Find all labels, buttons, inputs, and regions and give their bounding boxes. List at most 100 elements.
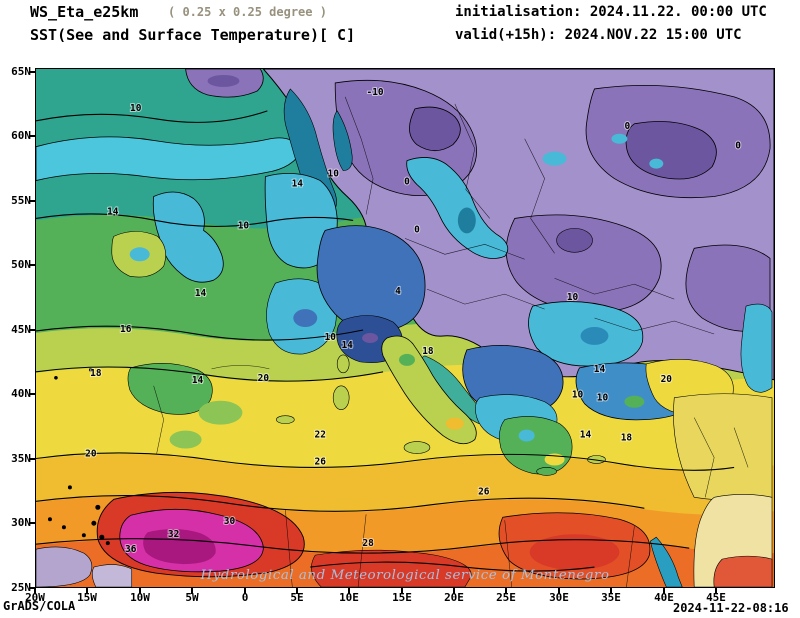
algeria-hot: [311, 549, 472, 587]
contour-label-4: 4: [395, 286, 401, 297]
iceland-cold-core: [207, 74, 240, 87]
contour-label--10: -10: [367, 87, 384, 98]
sicily: [403, 441, 431, 454]
lon-tick-20E: 20E: [444, 591, 464, 604]
arabia-hot-corner: [713, 555, 773, 587]
lon-tick-mark: [244, 588, 246, 594]
lon-tick-40E: 40E: [654, 591, 674, 604]
contour-label-14: 14: [594, 364, 606, 375]
lake-2: [611, 133, 628, 144]
lat-tick-mark: [29, 393, 35, 395]
model-name: WS_Eta_e25km: [30, 3, 139, 21]
lat-tick-45N: 45N: [11, 323, 31, 336]
contour-label-28: 28: [362, 538, 374, 549]
isotherm-16: [36, 325, 364, 341]
lon-tick-10W: 10W: [130, 591, 150, 604]
contour-label-0: 0: [404, 177, 410, 188]
country-borders: [153, 96, 749, 587]
contour-label-14: 14: [292, 179, 304, 190]
isotherm-20: [36, 452, 735, 471]
lat-tick-60N: 60N: [11, 129, 31, 142]
contour-label-18: 18: [90, 368, 102, 379]
contour-labels: 10 -10 0 0 10 14 0 14 10 0 14 4 10 10 14 18 16 18 14 20 14 20…: [84, 86, 742, 556]
map-watermark: Hydrological and Meteorological service …: [200, 568, 610, 583]
morocco-extreme-core: [143, 528, 216, 565]
lat-tick-mark: [29, 71, 35, 73]
apennines-spot: [399, 353, 415, 366]
contour-label-14: 14: [580, 430, 592, 441]
cold-core-1: [625, 121, 717, 180]
contour-label-14: 14: [195, 288, 207, 299]
lat-tick-55N: 55N: [11, 194, 31, 207]
border-line: [626, 526, 635, 587]
lat-tick-30N: 30N: [11, 516, 31, 529]
isotherm-26: [36, 538, 690, 554]
contour-label-30: 30: [224, 516, 236, 527]
contour-label-18: 18: [621, 433, 633, 444]
border-line: [426, 288, 545, 310]
contour-label-20: 20: [661, 374, 673, 385]
seas: [264, 133, 773, 587]
border-line: [357, 514, 367, 587]
cold-core-3: [556, 228, 593, 253]
lon-tick-mark: [453, 588, 455, 594]
alps-core: [362, 332, 379, 343]
contour-label-10: 10: [325, 332, 337, 343]
lon-tick-mark: [401, 588, 403, 594]
generator-label: GrADS/COLA: [3, 599, 76, 613]
border-line: [153, 385, 164, 454]
contour-label-10: 10: [572, 390, 584, 401]
model-resolution: ( 0.25 x 0.25 degree ): [168, 5, 327, 19]
lon-tick-35E: 35E: [601, 591, 621, 604]
contour-label-10: 10: [130, 103, 142, 114]
isotherm-22: [36, 494, 645, 512]
madeira-speck: [67, 485, 72, 490]
lon-tick-mark: [191, 588, 193, 594]
contour-label-10: 10: [597, 393, 609, 404]
initialisation-time: initialisation: 2024.11.22. 00:00 UTC: [455, 4, 767, 20]
canary-speck: [105, 541, 110, 546]
lat-tick-65N: 65N: [11, 65, 31, 78]
iberia-plateau-1: [198, 400, 243, 425]
iberia-northwest: [127, 363, 213, 415]
lat-tick-25N: 25N: [11, 581, 31, 594]
greece-cool-spot: [518, 429, 535, 442]
contour-label-0: 0: [414, 224, 420, 235]
contour-label-10: 10: [567, 292, 579, 303]
lon-tick-mark: [296, 588, 298, 594]
red-sea: [649, 536, 683, 587]
sardinia: [332, 385, 350, 410]
border-line: [693, 417, 715, 498]
canary-speck: [47, 517, 52, 522]
lon-tick-mark: [558, 588, 560, 594]
map-frame: 10 -10 0 0 10 14 0 14 10 0 14 4 10 10 14 18 16 18 14 20 14 20…: [35, 68, 775, 588]
border-line: [524, 138, 555, 254]
field-title: SST(See and Surface Temperature)[ C]: [30, 26, 356, 44]
azores-speck: [89, 368, 93, 372]
atlas-speck: [99, 534, 105, 540]
azores-speck: [54, 376, 58, 380]
lat-tick-50N: 50N: [11, 258, 31, 271]
black-sea-core: [580, 327, 609, 345]
border-line: [404, 238, 525, 260]
lat-tick-mark: [29, 200, 35, 202]
contour-label-10: 10: [327, 169, 339, 180]
lat-tick-mark: [29, 135, 35, 137]
cold-core-2: [409, 106, 461, 152]
contour-label-22: 22: [315, 430, 326, 441]
isotherm-10: [36, 110, 268, 123]
lat-tick-35N: 35N: [11, 452, 31, 465]
lat-tick-mark: [29, 522, 35, 524]
egypt-hot-core: [529, 534, 620, 571]
contour-label-14: 14: [107, 206, 119, 217]
lon-tick-25E: 25E: [496, 591, 516, 604]
land-features: [111, 191, 773, 587]
border-line: [285, 509, 293, 587]
contour-label-10: 10: [238, 220, 250, 231]
isotherm-28: [310, 561, 595, 572]
border-line: [211, 365, 270, 370]
canary-speck: [81, 533, 86, 538]
lon-tick-20W: 20W: [25, 591, 45, 604]
atlas-speck: [91, 520, 97, 526]
contour-label-32: 32: [168, 529, 179, 540]
